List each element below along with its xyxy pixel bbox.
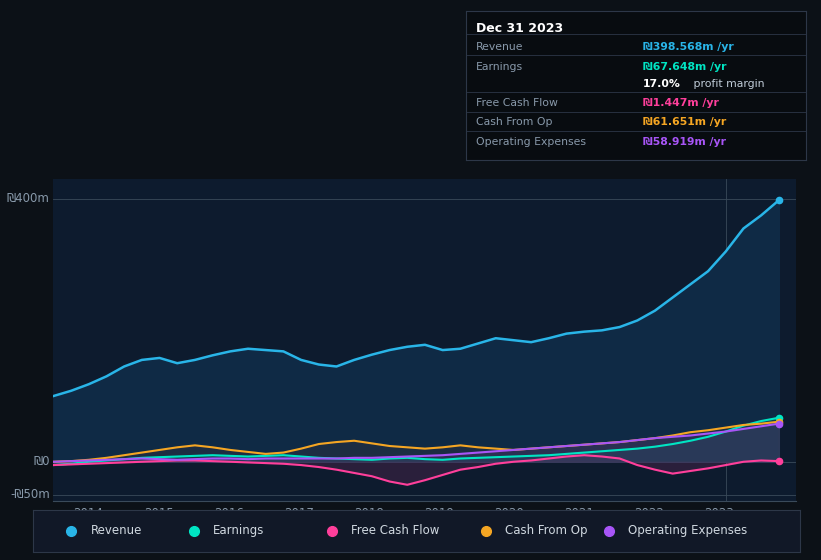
Text: Free Cash Flow: Free Cash Flow	[351, 524, 440, 537]
Text: ₪0: ₪0	[33, 455, 49, 468]
Text: Free Cash Flow: Free Cash Flow	[475, 98, 557, 108]
Text: Operating Expenses: Operating Expenses	[475, 137, 585, 147]
Text: profit margin: profit margin	[690, 79, 765, 88]
Text: Cash From Op: Cash From Op	[505, 524, 588, 537]
Text: -₪50m: -₪50m	[10, 488, 49, 501]
Text: Operating Expenses: Operating Expenses	[628, 524, 747, 537]
Text: Revenue: Revenue	[475, 43, 523, 53]
Text: ₪398.568m /yr: ₪398.568m /yr	[643, 43, 733, 53]
Text: 17.0%: 17.0%	[643, 79, 681, 88]
Text: Cash From Op: Cash From Op	[475, 117, 553, 127]
Text: ₪400m: ₪400m	[7, 193, 49, 206]
Text: ₪58.919m /yr: ₪58.919m /yr	[643, 137, 726, 147]
Text: ₪61.651m /yr: ₪61.651m /yr	[643, 117, 726, 127]
Text: ₪67.648m /yr: ₪67.648m /yr	[643, 62, 727, 72]
Text: ₪1.447m /yr: ₪1.447m /yr	[643, 98, 718, 108]
Text: Revenue: Revenue	[90, 524, 142, 537]
Text: Earnings: Earnings	[213, 524, 264, 537]
Text: Earnings: Earnings	[475, 62, 523, 72]
Text: Dec 31 2023: Dec 31 2023	[475, 22, 563, 35]
